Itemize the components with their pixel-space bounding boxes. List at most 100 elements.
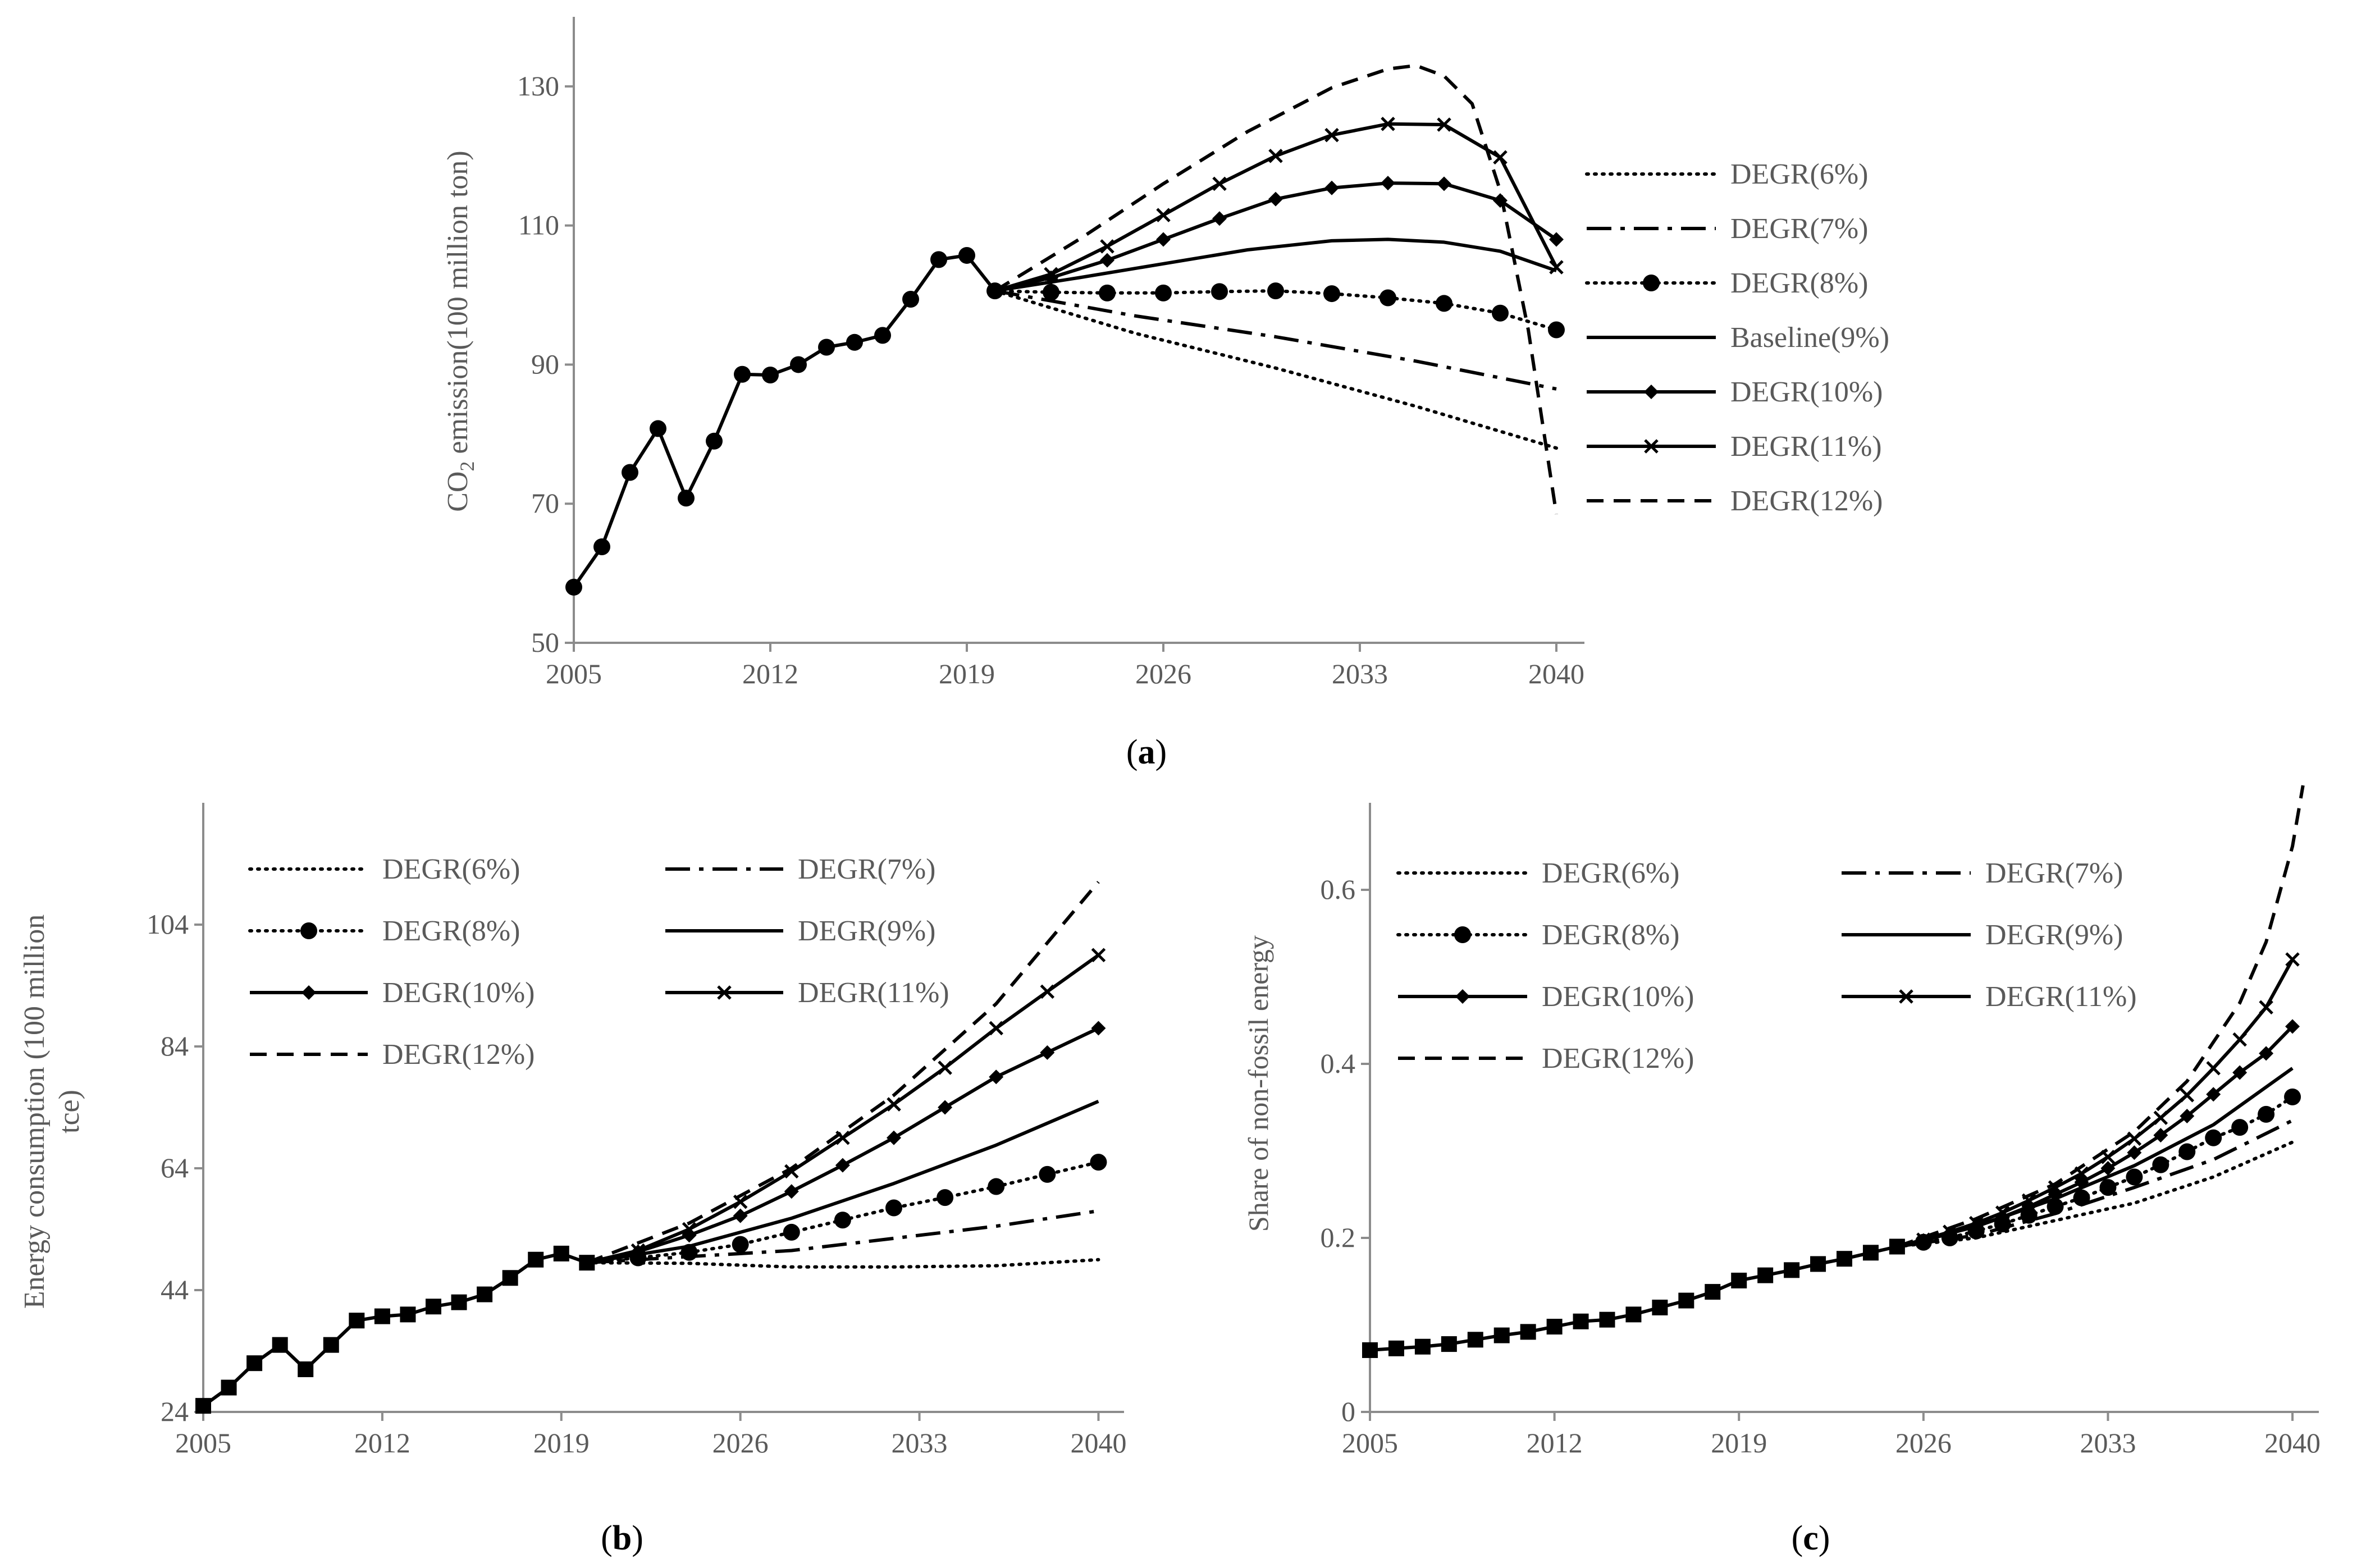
historical-data-point (323, 1337, 339, 1353)
data-point-degr-11 (682, 1222, 697, 1237)
data-point-degr-10 (835, 1158, 850, 1173)
data-point-degr-10 (2100, 1161, 2116, 1176)
legend-label-degr-9: DEGR(9%) (798, 915, 936, 947)
series-line-degr-8 (993, 289, 1558, 332)
historical-data-point (451, 1294, 467, 1310)
y-tick-label: 64 (161, 1152, 189, 1183)
x-tick-label: 2040 (2264, 1427, 2321, 1459)
legend-marker-degr-10 (1455, 989, 1470, 1004)
legend-marker-degr-11 (1899, 989, 1913, 1004)
legend-label-degr-11: DEGR(11%) (1985, 981, 2137, 1013)
data-point-degr-8 (885, 1199, 902, 1217)
data-point-degr-10 (1100, 253, 1114, 268)
historical-data-point (1678, 1292, 1694, 1309)
legend-label-degr-12: DEGR(12%) (1730, 485, 1883, 517)
legend-marker-degr-10 (1644, 385, 1659, 399)
data-point-degr-8 (1548, 321, 1565, 339)
legend-label-degr-10: DEGR(10%) (382, 977, 535, 1009)
x-tick-label: 2040 (1528, 658, 1584, 689)
data-point-degr-10 (733, 1208, 748, 1223)
data-point-degr-11 (631, 1243, 646, 1258)
data-point-degr-8 (2047, 1198, 2064, 1215)
historical-data-point (1493, 1327, 1510, 1343)
data-point-degr-8 (1211, 283, 1228, 300)
legend-label-degr-9: DEGR(9%) (1985, 919, 2123, 951)
legend-label-degr-12: DEGR(12%) (1542, 1043, 1694, 1075)
legend-label-degr-7: DEGR(7%) (798, 853, 936, 885)
x-tick-label: 2033 (2080, 1427, 2136, 1459)
historical-data-point (930, 251, 947, 268)
data-point-degr-8 (937, 1189, 954, 1206)
historical-data-point (528, 1251, 544, 1268)
data-point-degr-10 (1549, 232, 1564, 247)
data-point-degr-11 (2206, 1060, 2221, 1076)
historical-data-point (762, 367, 779, 384)
series-line-degr-6 (1895, 1140, 2295, 1249)
historical-data-point (502, 1270, 518, 1286)
historical-data-point (221, 1379, 237, 1396)
historical-data-point (1757, 1267, 1774, 1283)
data-point-degr-8 (2126, 1168, 2143, 1186)
legend-label-degr-6: DEGR(6%) (382, 853, 520, 885)
panel-label: (b) (601, 1519, 643, 1557)
data-point-degr-10 (1381, 176, 1395, 191)
data-point-degr-10 (887, 1130, 901, 1145)
historical-line (202, 1251, 588, 1407)
data-point-degr-11 (1100, 239, 1114, 254)
historical-data-point (298, 1361, 314, 1378)
historical-data-point (1862, 1245, 1879, 1261)
data-point-degr-10 (938, 1100, 953, 1115)
data-point-degr-8 (2099, 1179, 2117, 1196)
series-line-degr-6 (585, 1258, 1100, 1269)
historical-data-point (1599, 1311, 1615, 1328)
data-point-degr-10 (1212, 211, 1227, 226)
data-point-degr-11 (1268, 149, 1283, 163)
y-axis-title-line2: tce) (53, 1090, 85, 1133)
data-point-degr-11 (1968, 1215, 1984, 1231)
series-line-baseline-9 (994, 237, 1557, 293)
y-tick-label: 44 (161, 1274, 189, 1305)
legend-label-degr-11: DEGR(11%) (1730, 431, 1882, 463)
legend-label-degr-8: DEGR(8%) (382, 915, 520, 947)
panel-label: (c) (1792, 1519, 1830, 1557)
x-tick-label: 2019 (1711, 1427, 1767, 1459)
data-point-degr-8 (2205, 1129, 2222, 1146)
data-point-degr-10 (784, 1184, 799, 1199)
y-tick-label: 70 (531, 487, 559, 519)
data-point-degr-10 (2259, 1046, 2274, 1061)
historical-data-point (902, 290, 919, 308)
historical-data-point (1889, 1238, 1905, 1255)
x-tick-label: 2005 (175, 1427, 231, 1459)
data-point-degr-11 (2180, 1088, 2195, 1103)
data-point-degr-8 (1039, 1165, 1056, 1183)
historical-data-point (818, 339, 835, 356)
legend-marker-degr-11 (1644, 439, 1659, 454)
data-point-degr-10 (1040, 1045, 1055, 1060)
data-point-degr-11 (1156, 208, 1171, 222)
y-tick-label: 0 (1341, 1396, 1355, 1427)
x-tick-label: 2012 (1527, 1427, 1583, 1459)
data-point-degr-8 (1155, 284, 1172, 301)
x-tick-label: 2019 (939, 658, 995, 689)
legend-marker-degr-8 (1454, 926, 1471, 943)
data-point-degr-11 (1324, 127, 1339, 143)
y-tick-label: 24 (161, 1396, 189, 1427)
legend-label-baseline-9: Baseline(9%) (1730, 322, 1889, 354)
x-tick-label: 2005 (1342, 1427, 1398, 1459)
data-point-degr-10 (2206, 1087, 2221, 1102)
historical-data-point (958, 246, 975, 264)
legend-label-degr-6: DEGR(6%) (1542, 857, 1680, 889)
legend-label-degr-8: DEGR(8%) (1542, 919, 1680, 951)
legend-marker-degr-11 (717, 985, 732, 1000)
legend-label-degr-11: DEGR(11%) (798, 977, 949, 1009)
historical-data-point (1837, 1251, 1852, 1267)
data-point-degr-8 (1043, 284, 1059, 301)
historical-data-point (734, 365, 751, 383)
data-point-degr-10 (2285, 1019, 2300, 1034)
data-point-degr-11 (2153, 1110, 2168, 1125)
y-tick-label: 130 (517, 70, 559, 102)
historical-data-point (706, 432, 723, 450)
chart-panel-c: 0 0.2 0.4 0.6 2005 2012 2019 2026 2033 2040 DEGR(6… (1243, 785, 2321, 1557)
x-tick-label: 2012 (742, 658, 798, 689)
data-point-degr-8 (732, 1236, 749, 1253)
